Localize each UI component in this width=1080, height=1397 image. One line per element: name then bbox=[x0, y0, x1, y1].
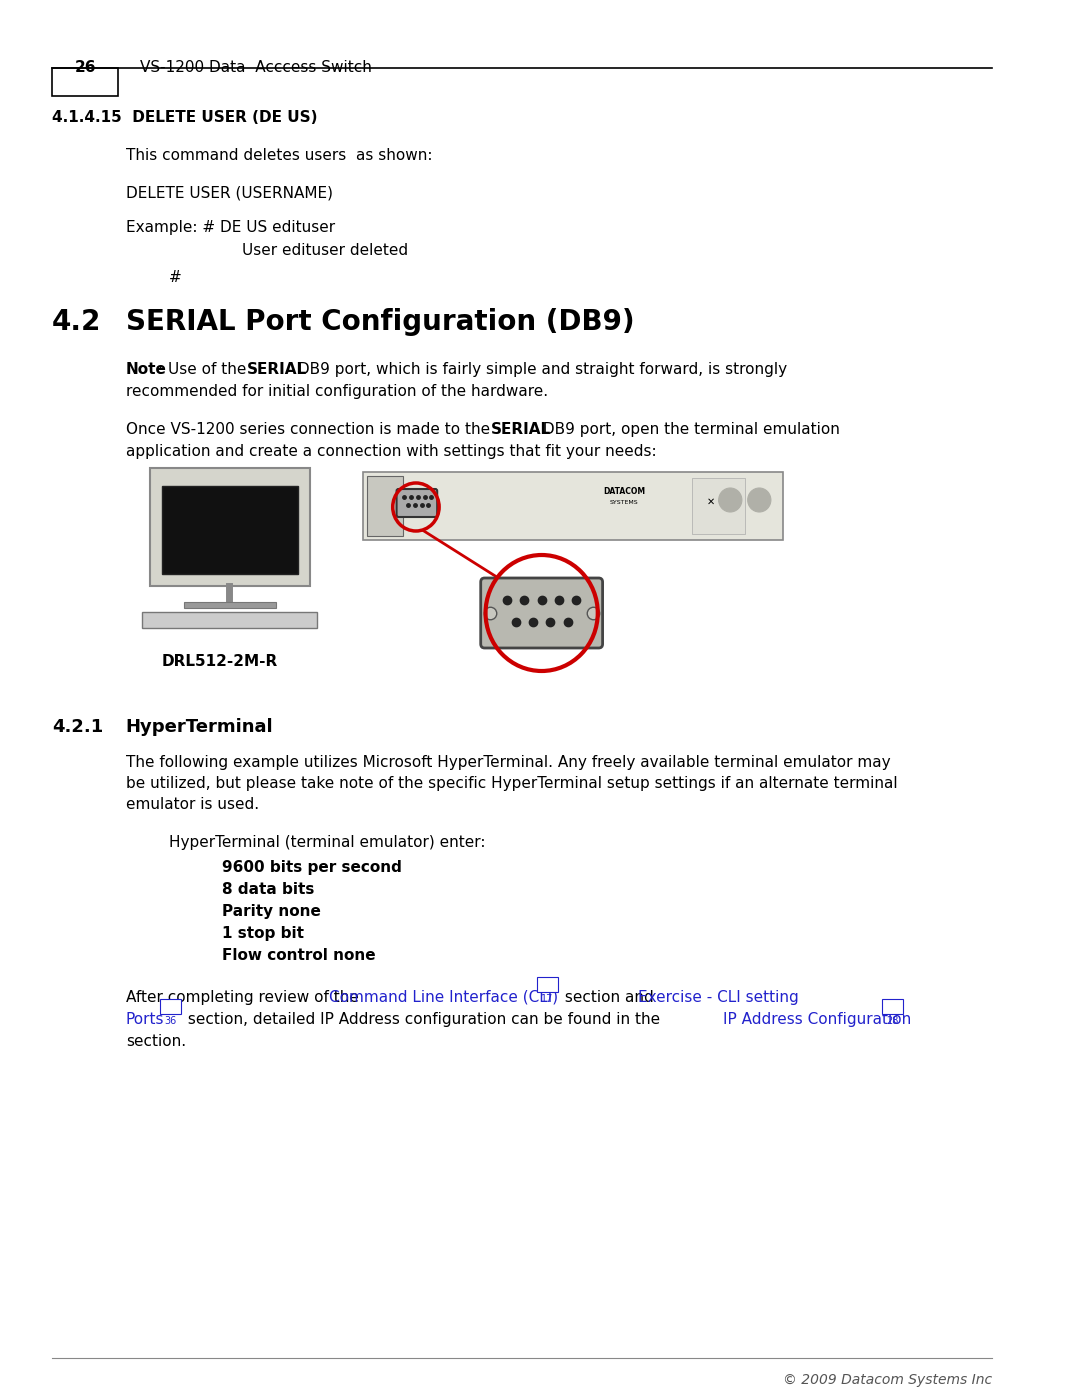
Text: 1 stop bit: 1 stop bit bbox=[222, 926, 305, 942]
Text: Command Line Interface (CLI): Command Line Interface (CLI) bbox=[329, 990, 558, 1004]
Text: User edituser deleted: User edituser deleted bbox=[242, 243, 408, 258]
Text: emulator is used.: emulator is used. bbox=[125, 798, 259, 812]
Bar bbox=[366, 476, 403, 536]
Bar bbox=[184, 602, 275, 608]
Text: SERIAL: SERIAL bbox=[491, 422, 552, 437]
Bar bbox=[162, 486, 298, 574]
Text: recommended for initial configuration of the hardware.: recommended for initial configuration of… bbox=[125, 384, 548, 400]
Text: 28: 28 bbox=[887, 1016, 899, 1025]
Text: DELETE USER (USERNAME): DELETE USER (USERNAME) bbox=[125, 184, 333, 200]
Text: Exercise - CLI setting: Exercise - CLI setting bbox=[638, 990, 799, 1004]
Bar bbox=[160, 999, 180, 1014]
Text: application and create a connection with settings that fit your needs:: application and create a connection with… bbox=[125, 444, 657, 460]
Text: ✕ CE: ✕ CE bbox=[706, 497, 731, 507]
Text: DATACOM: DATACOM bbox=[603, 488, 645, 496]
Text: After completing review of the: After completing review of the bbox=[125, 990, 364, 1004]
Text: be utilized, but please take note of the specific HyperTerminal setup settings i: be utilized, but please take note of the… bbox=[125, 775, 897, 791]
Text: Once VS-1200 series connection is made to the: Once VS-1200 series connection is made t… bbox=[125, 422, 495, 437]
Bar bbox=[363, 472, 783, 541]
Text: Example: # DE US edituser: Example: # DE US edituser bbox=[125, 219, 335, 235]
Text: 4.1.4.15  DELETE USER (DE US): 4.1.4.15 DELETE USER (DE US) bbox=[52, 110, 318, 124]
Bar bbox=[882, 999, 903, 1014]
Bar bbox=[691, 478, 745, 534]
Text: 9600 bits per second: 9600 bits per second bbox=[222, 861, 403, 875]
Text: section and: section and bbox=[561, 990, 659, 1004]
Text: This command deletes users  as shown:: This command deletes users as shown: bbox=[125, 148, 432, 163]
Text: section.: section. bbox=[125, 1034, 186, 1049]
Text: HyperTerminal: HyperTerminal bbox=[125, 718, 273, 736]
Text: Ports: Ports bbox=[125, 1011, 164, 1027]
Text: : Use of the: : Use of the bbox=[158, 362, 251, 377]
Text: HyperTerminal (terminal emulator) enter:: HyperTerminal (terminal emulator) enter: bbox=[170, 835, 486, 849]
FancyBboxPatch shape bbox=[396, 489, 437, 517]
Text: 8 data bits: 8 data bits bbox=[222, 882, 315, 897]
Text: DB9 port, which is fairly simple and straight forward, is strongly: DB9 port, which is fairly simple and str… bbox=[293, 362, 787, 377]
Text: SYSTEMS: SYSTEMS bbox=[609, 500, 638, 504]
Bar bbox=[150, 468, 310, 585]
Circle shape bbox=[747, 488, 771, 511]
Text: Parity none: Parity none bbox=[222, 904, 322, 919]
Text: 17: 17 bbox=[541, 995, 554, 1004]
Circle shape bbox=[718, 488, 742, 511]
FancyBboxPatch shape bbox=[481, 578, 603, 648]
Text: SERIAL: SERIAL bbox=[246, 362, 307, 377]
Bar bbox=[537, 977, 558, 992]
Text: 26: 26 bbox=[75, 60, 96, 75]
Text: DRL512-2M-R: DRL512-2M-R bbox=[161, 654, 278, 669]
Bar bbox=[52, 68, 118, 96]
Text: IP Address Configuration: IP Address Configuration bbox=[724, 1011, 912, 1027]
Text: DB9 port, open the terminal emulation: DB9 port, open the terminal emulation bbox=[538, 422, 839, 437]
Text: 4.2: 4.2 bbox=[52, 307, 102, 337]
Text: section, detailed IP Address configuration can be found in the: section, detailed IP Address configurati… bbox=[183, 1011, 665, 1027]
Text: #: # bbox=[170, 270, 183, 285]
Text: 36: 36 bbox=[164, 1016, 176, 1025]
Bar bbox=[143, 612, 318, 629]
Text: Note: Note bbox=[125, 362, 166, 377]
Text: The following example utilizes Microsoft HyperTerminal. Any freely available ter: The following example utilizes Microsoft… bbox=[125, 754, 890, 770]
Text: VS-1200 Data  Acccess Switch: VS-1200 Data Acccess Switch bbox=[140, 60, 373, 75]
Text: 4.2.1: 4.2.1 bbox=[52, 718, 104, 736]
Text: Flow control none: Flow control none bbox=[222, 949, 376, 963]
Text: SERIAL Port Configuration (DB9): SERIAL Port Configuration (DB9) bbox=[125, 307, 634, 337]
Text: © 2009 Datacom Systems Inc: © 2009 Datacom Systems Inc bbox=[783, 1373, 993, 1387]
